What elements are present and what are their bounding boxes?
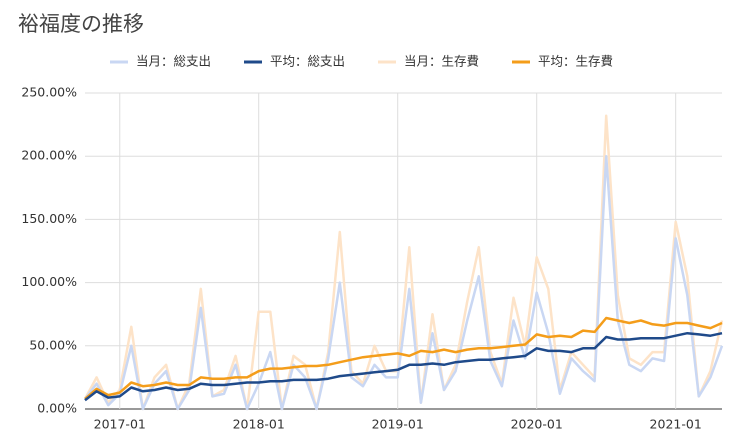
- x-tick-label: 2017-01: [94, 417, 146, 432]
- x-tick-label: 2020-01: [511, 417, 563, 432]
- legend-label: 平均：総支出: [270, 54, 345, 69]
- y-tick-label: 100.00%: [21, 274, 77, 289]
- series-line: [84, 331, 723, 402]
- legend-label: 当月：総支出: [136, 54, 211, 69]
- y-tick-label: 0.00%: [37, 401, 77, 416]
- y-tick-label: 50.00%: [29, 337, 77, 352]
- series-line: [84, 316, 723, 400]
- y-tick-label: 200.00%: [21, 148, 77, 163]
- chart-title: 裕福度の推移: [18, 12, 144, 36]
- legend-label: 平均：生存費: [538, 54, 613, 69]
- x-tick-label: 2021-01: [650, 417, 702, 432]
- series-line: [84, 154, 724, 411]
- legend-label: 当月：生存費: [404, 54, 479, 69]
- series-line: [83, 114, 724, 411]
- y-tick-label: 250.00%: [21, 85, 77, 100]
- x-tick-label: 2019-01: [372, 417, 424, 432]
- y-tick-label: 150.00%: [21, 211, 77, 226]
- x-tick-label: 2018-01: [233, 417, 285, 432]
